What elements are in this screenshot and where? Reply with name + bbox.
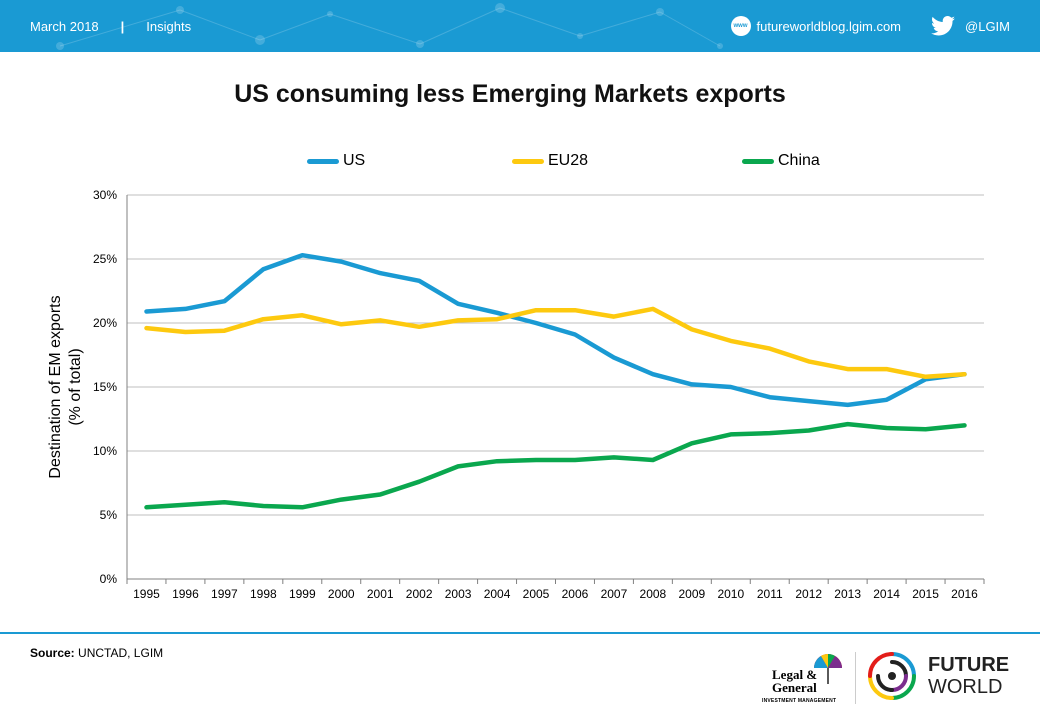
x-tick-label: 2007: [601, 587, 628, 601]
y-tick-labels: 0% 5% 10% 15% 20% 25% 30%: [93, 188, 117, 586]
legend-swatch-eu28: [512, 158, 544, 164]
header-section-link[interactable]: Insights: [146, 19, 192, 34]
future-world-logo-mark: [868, 652, 916, 700]
source-label: Source:: [30, 646, 75, 660]
x-tick-label: 2002: [406, 587, 433, 601]
x-tick-label: 1999: [289, 587, 316, 601]
website-link[interactable]: futureworldblog.lgim.com: [756, 18, 902, 34]
y-tick-label: 20%: [93, 316, 117, 330]
x-tick-label: 2009: [678, 587, 705, 601]
fw-line2: WORLD: [928, 676, 1003, 698]
legal-general-wordmark: Legal & General: [772, 668, 817, 694]
y-tick-label: 5%: [100, 508, 118, 522]
x-tick-label: 2011: [757, 587, 783, 601]
x-tick-label: 2000: [328, 587, 355, 601]
chart-legend: US EU28 China: [0, 152, 1040, 176]
x-tick-label: 2001: [367, 587, 394, 601]
x-tick-label: 2012: [795, 587, 822, 601]
legend-item-eu28: EU28: [512, 152, 588, 170]
y-tick-label: 25%: [93, 252, 117, 266]
x-tick-label: 2010: [717, 587, 744, 601]
x-tick-label: 2016: [951, 587, 978, 601]
header-date: March 2018: [30, 19, 99, 34]
series-lines: [144, 252, 967, 510]
fw-line1: FUTURE: [928, 654, 1010, 676]
legend-swatch-us: [307, 158, 339, 164]
source-note: Source: UNCTAD, LGIM: [30, 646, 163, 660]
x-tick-label: 2015: [912, 587, 939, 601]
globe-icon: www: [730, 16, 751, 36]
line-chart: Destination of EM exports (% of total) 0%…: [47, 188, 985, 601]
legend-label-us: US: [343, 152, 366, 169]
axes: [126, 195, 985, 584]
x-tick-label: 2008: [640, 587, 667, 601]
y-tick-label: 0%: [100, 572, 118, 586]
x-tick-label: 2003: [445, 587, 472, 601]
x-tick-label: 1995: [133, 587, 160, 601]
x-tick-label: 1998: [250, 587, 277, 601]
y-axis-title: Destination of EM exports (% of total): [47, 295, 84, 478]
legend-label-china: China: [778, 152, 820, 169]
legal-general-umbrella-logo: [814, 654, 842, 684]
twitter-handle-link[interactable]: @LGIM: [965, 18, 1010, 34]
source-text: UNCTAD, LGIM: [78, 646, 164, 660]
y-tick-label: 10%: [93, 444, 117, 458]
footer-divider: [0, 632, 1040, 634]
legend-swatch-china: [742, 158, 774, 164]
x-tick-labels: 1995 1996 1997 1998 1999 2000 2001 2002 2003 2004…: [133, 587, 978, 601]
future-world-wordmark: FUTURE WORLD: [928, 654, 1009, 698]
series-line-us: [144, 252, 967, 408]
x-tick-label: 2004: [484, 587, 511, 601]
lg-line1: Legal &: [772, 667, 818, 682]
x-tick-label: 2014: [873, 587, 900, 601]
lg-line2: General: [772, 680, 817, 695]
header-separator: |: [120, 19, 125, 34]
legend-label-eu28: EU28: [548, 152, 589, 169]
header-banner: March 2018 | Insights www futureworldblo…: [0, 0, 1040, 52]
y-tick-label: 30%: [93, 188, 117, 202]
y-tick-label: 15%: [93, 380, 117, 394]
x-tick-label: 1996: [172, 587, 199, 601]
x-tick-label: 2005: [523, 587, 550, 601]
x-tick-label: 2013: [834, 587, 861, 601]
series-line-china: [144, 421, 967, 510]
logo-divider: [855, 652, 856, 704]
legend-item-us: US: [307, 152, 365, 170]
lg-subtitle: INVESTMENT MANAGEMENT: [762, 698, 837, 704]
y-axis-title-line: (% of total): [67, 348, 84, 425]
network-pattern-decoration: [56, 3, 723, 50]
x-tick-label: 2006: [562, 587, 589, 601]
twitter-icon[interactable]: [931, 16, 956, 36]
y-axis-title-line: Destination of EM exports: [47, 295, 64, 478]
x-tick-label: 1997: [211, 587, 238, 601]
gridlines: [127, 194, 984, 516]
chart-title: US consuming less Emerging Markets expor…: [234, 80, 786, 108]
series-line-eu28: [144, 306, 967, 380]
legend-item-china: China: [742, 152, 820, 170]
